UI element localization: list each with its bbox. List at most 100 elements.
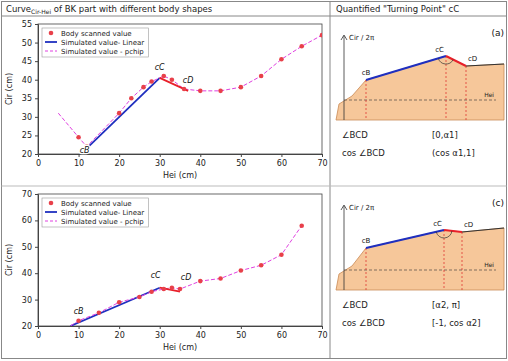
scatter-point [149,79,154,84]
y-tick: 40 [22,269,38,278]
y-tick-mark [35,24,38,25]
legend-box [42,28,148,57]
figure: CurveCir-Hei of BK part with different b… [0,0,508,361]
scatter-point [178,287,183,292]
y-axis-title: Cir (cm) [5,244,14,276]
panel-letter: (a) [491,28,504,38]
x-tick: 40 [196,326,206,340]
diagram-point-label: cB [362,69,371,77]
scatter-point [170,77,175,82]
legend-label: Simulated value- Linear [61,209,144,217]
point-annotation: cB [80,146,90,155]
x-tick-label: 20 [115,331,125,340]
x-axis: 0 10 20 30 40 50 60 70 [36,326,328,340]
x-tick: 30 [155,154,165,168]
x-tick: 20 [115,154,125,168]
y-tick-mark [35,300,38,301]
y-tick: 50 [22,39,38,48]
outer-border [2,2,507,359]
x-tick: 50 [236,326,246,340]
y-tick-label: 60 [22,216,32,225]
y-tick: 20 [22,322,38,331]
diagram-point-label: cD [468,55,477,63]
diagram-x-axis [344,100,496,101]
diagram-segment-bc [366,56,446,80]
scatter-point [161,287,166,292]
scatter-point [198,89,203,94]
legend-label: Simulated value - pchip [61,218,144,226]
y-tick-mark [35,61,38,62]
y-tick-mark [35,326,38,327]
diagram-segment-bc [366,230,444,248]
y-tick-label: 30 [22,113,32,122]
x-tick-mark [160,154,161,157]
x-tick-mark [241,154,242,157]
y-tick: 20 [22,150,38,159]
y-tick: 30 [22,296,38,305]
x-tick-mark [200,326,201,329]
y-tick-label: 20 [22,150,32,159]
x-tick-label: 50 [236,331,246,340]
diagram-y-label: Cir / 2π [349,34,375,42]
x-tick-mark [119,154,120,157]
legend: Body scanned valueSimulated value- Linea… [42,28,148,57]
leg-shape [336,56,504,120]
diagram-drop [466,66,467,120]
y-tick-mark [35,43,38,44]
y-tick-label: 35 [22,94,32,103]
series-line [70,226,301,326]
y-tick: 25 [22,131,38,140]
x-tick-label: 10 [74,331,84,340]
x-tick-mark [322,326,323,329]
x-tick-mark [79,326,80,329]
scatter-point [182,87,187,92]
diagram-point-label: cC [435,46,444,54]
legend-marker [45,51,57,52]
series-line [58,35,322,146]
y-tick: 70 [22,190,38,199]
x-tick-label: 20 [115,159,125,168]
diagram-segment-de [466,64,504,66]
y-axis-title: Cir (cm) [5,73,14,105]
point-annotation: cD [181,273,192,282]
diagram-row-term: cos ∠BCD [342,148,385,158]
y-tick: 30 [22,113,38,122]
x-tick-mark [281,154,282,157]
y-tick-mark [35,135,38,136]
panel-letter: (c) [492,198,504,208]
scatter-point [97,311,102,316]
series-line [87,78,160,149]
scatter-point [259,263,264,268]
y-tick: 55 [22,20,38,29]
point-annotation: cB [74,307,84,316]
y-tick-label: 25 [22,131,32,140]
y-tick-label: 70 [22,190,32,199]
point-annotation: cC [155,63,165,72]
scatter-point [141,85,146,90]
legend-marker [49,201,54,206]
x-tick-label: 70 [317,159,327,168]
x-axis-line [39,327,323,330]
diagram-y-axis [344,36,345,120]
scatter-point [259,74,264,79]
x-tick: 70 [317,154,327,168]
y-tick-mark [35,273,38,274]
scatter-point [129,96,134,101]
diagram-row-term: ∠BCD [342,300,368,310]
x-tick: 50 [236,154,246,168]
x-tick: 70 [317,326,327,340]
y-tick-label: 45 [22,57,32,66]
x-tick: 0 [36,326,41,340]
x-tick: 10 [74,154,84,168]
x-tick-mark [322,154,323,157]
scatter-point [279,252,284,257]
x-tick-label: 60 [277,331,287,340]
x-tick-label: 40 [196,331,206,340]
x-axis-line [39,155,323,158]
header-rule [2,16,507,17]
x-tick: 30 [155,326,165,340]
leg-shape [336,228,504,290]
y-tick-mark [35,80,38,81]
diagram-drop [444,230,445,290]
chart-panel: 0102030405060702025303540455055Hei (cm)C… [5,20,328,180]
